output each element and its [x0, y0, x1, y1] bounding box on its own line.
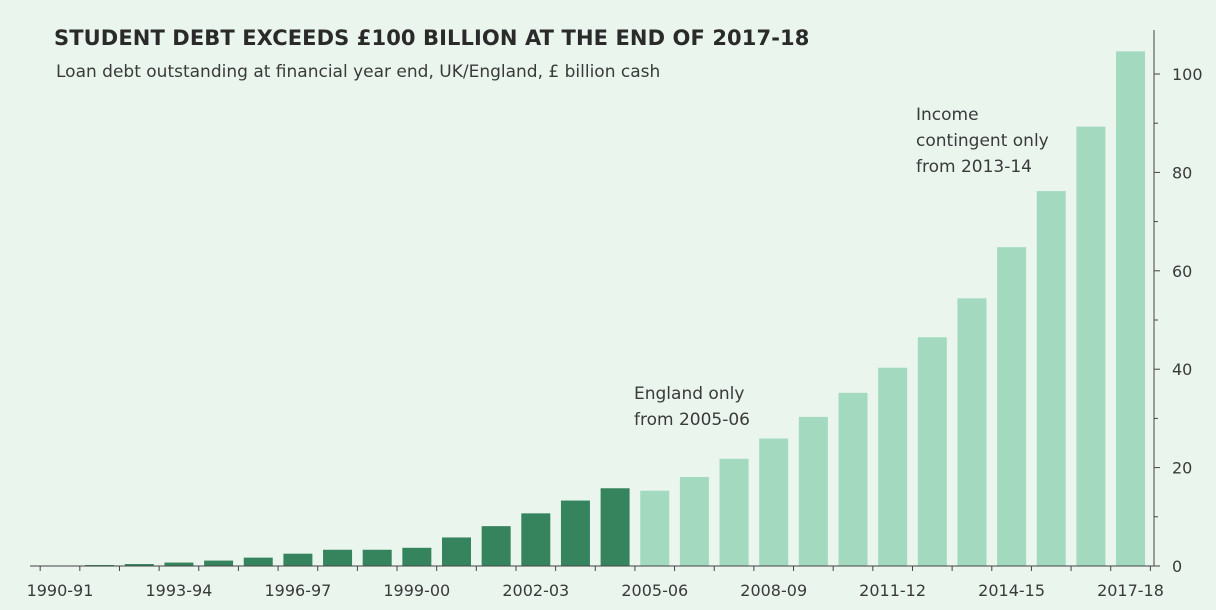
bar-2003-04 [560, 500, 590, 566]
bar-2011-12 [878, 367, 908, 566]
bar-1999-00 [402, 547, 432, 566]
y-tick-label: 0 [1172, 557, 1182, 576]
bar-2005-06 [640, 490, 670, 566]
bar-2014-15 [997, 247, 1027, 566]
bar-1995-96 [243, 557, 273, 566]
bar-2007-08 [719, 458, 749, 566]
x-tick-label: 1999-00 [383, 581, 450, 600]
bar-2010-11 [838, 392, 868, 566]
x-tick-label: 2008-09 [740, 581, 807, 600]
bar-2000-01 [442, 537, 471, 566]
annotation-line: contingent only [916, 131, 1049, 151]
x-tick-label: 2017-18 [1097, 581, 1164, 600]
chart-title: STUDENT DEBT EXCEEDS £100 BILLION AT THE… [54, 26, 810, 50]
bar-2001-02 [481, 526, 511, 566]
x-tick-label: 2011-12 [859, 581, 926, 600]
bar-2006-07 [679, 476, 709, 566]
annotation-line: from 2005-06 [634, 410, 750, 430]
bar-2015-16 [1036, 191, 1066, 566]
bar-2004-05 [600, 488, 630, 566]
bar-1996-97 [283, 553, 313, 566]
bar-1997-98 [323, 549, 353, 566]
bar-1993-94 [164, 562, 194, 566]
y-tick-label: 100 [1172, 65, 1203, 84]
bar-2009-10 [798, 416, 828, 566]
bar-1994-95 [204, 560, 234, 566]
annotation-line: Income [916, 105, 979, 125]
bar-2012-13 [917, 337, 947, 566]
bar-2016-17 [1076, 126, 1106, 566]
y-tick-label: 20 [1172, 459, 1192, 478]
annotation-england-only: England only from 2005-06 [634, 381, 750, 433]
bar-1998-99 [362, 549, 392, 566]
x-tick-label: 1996-97 [264, 581, 331, 600]
annotation-line: from 2013-14 [916, 157, 1032, 177]
bar-2017-18 [1116, 51, 1146, 567]
y-tick-label: 60 [1172, 262, 1192, 281]
annotation-income-contingent: Income contingent only from 2013-14 [916, 102, 1049, 180]
bar-2008-09 [759, 438, 789, 566]
bar-2002-03 [521, 513, 551, 566]
annotation-line: England only [634, 384, 745, 404]
bar-1992-93 [124, 564, 154, 566]
x-tick-label: 2005-06 [621, 581, 688, 600]
y-tick-label: 40 [1172, 360, 1192, 379]
x-tick-label: 1990-91 [27, 581, 94, 600]
x-tick-label: 2014-15 [978, 581, 1045, 600]
chart-subtitle: Loan debt outstanding at financial year … [56, 62, 661, 82]
x-tick-label: 1993-94 [145, 581, 212, 600]
bar-2013-14 [957, 298, 987, 566]
x-tick-label: 2002-03 [502, 581, 569, 600]
y-tick-label: 80 [1172, 163, 1192, 182]
